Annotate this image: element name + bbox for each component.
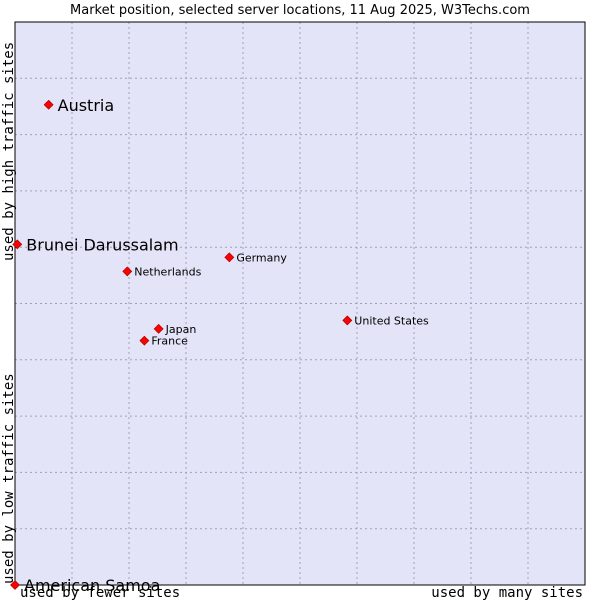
plot-border xyxy=(14,21,586,586)
point-label-brunei-darussalam: Brunei Darussalam xyxy=(26,235,178,254)
point-label-netherlands: Netherlands xyxy=(134,265,201,278)
data-point-france: France xyxy=(139,335,188,348)
data-point-united-states: United States xyxy=(342,314,429,327)
y-axis-high-label: used by high traffic sites xyxy=(1,42,17,261)
data-point-american-samoa: American Samoa xyxy=(10,576,160,595)
point-marker-united-states xyxy=(342,315,353,326)
point-label-japan: Japan xyxy=(165,323,197,336)
chart-title: Market position, selected server locatio… xyxy=(70,3,530,18)
data-points: Austria Brunei Darussalam American Samoa Ge… xyxy=(10,96,429,595)
point-label-united-states: United States xyxy=(354,314,429,327)
point-marker-austria xyxy=(43,99,54,110)
x-axis-low-label: used by fewer sites xyxy=(20,585,180,600)
data-point-germany: Germany xyxy=(224,251,287,264)
point-marker-germany xyxy=(224,252,235,263)
data-point-netherlands: Netherlands xyxy=(122,265,202,278)
point-marker-american-samoa xyxy=(10,580,20,590)
data-point-austria: Austria xyxy=(43,96,115,115)
point-label-germany: Germany xyxy=(236,251,287,264)
point-label-austria: Austria xyxy=(58,96,115,115)
point-marker-brunei-darussalam xyxy=(12,239,23,250)
data-point-brunei-darussalam: Brunei Darussalam xyxy=(12,235,179,254)
y-axis-low-label: used by low traffic sites xyxy=(1,373,17,584)
point-label-france: France xyxy=(151,335,188,348)
point-label-american-samoa: American Samoa xyxy=(24,576,160,595)
point-marker-japan xyxy=(153,323,164,334)
point-marker-france xyxy=(139,335,150,346)
point-marker-netherlands xyxy=(122,266,133,277)
grid-lines xyxy=(15,22,585,585)
data-point-japan: Japan xyxy=(153,323,197,336)
x-axis-high-label: used by many sites xyxy=(431,585,583,600)
